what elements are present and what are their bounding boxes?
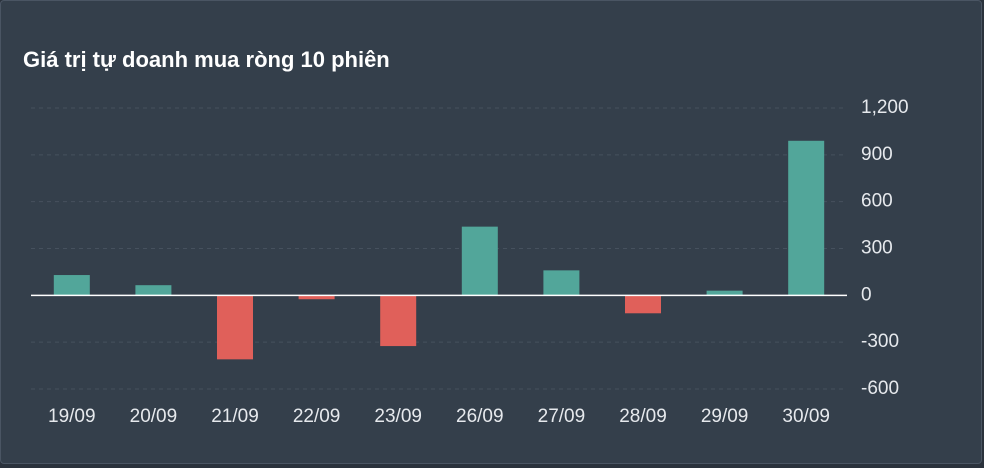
x-tick-label: 30/09 — [782, 406, 830, 427]
x-tick-label: 26/09 — [456, 406, 504, 427]
bar — [706, 290, 743, 296]
bar — [543, 270, 580, 296]
x-tick-label: 20/09 — [130, 406, 178, 427]
y-tick-label: -300 — [861, 331, 899, 352]
bar — [135, 285, 172, 296]
x-tick-label: 27/09 — [538, 406, 586, 427]
y-tick-label: 900 — [861, 144, 893, 165]
bar — [53, 275, 90, 296]
bar — [461, 226, 498, 296]
chart-title: Giá trị tự doanh mua ròng 10 phiên — [23, 47, 390, 72]
bar — [298, 295, 335, 300]
bar — [217, 295, 253, 360]
bar — [380, 295, 417, 347]
x-tick-label: 22/09 — [293, 406, 341, 427]
x-tick-label: 28/09 — [619, 406, 667, 427]
bar — [788, 140, 825, 296]
y-tick-label: 300 — [861, 238, 893, 259]
x-tick-label: 29/09 — [701, 406, 749, 427]
y-tick-label: 0 — [861, 284, 872, 305]
y-tick-label: 1,200 — [861, 97, 909, 118]
x-tick-label: 21/09 — [211, 406, 259, 427]
bar — [625, 295, 661, 314]
y-tick-label: 600 — [861, 191, 893, 212]
x-tick-label: 19/09 — [48, 406, 96, 427]
x-tick-label: 23/09 — [374, 406, 422, 427]
y-tick-label: -600 — [861, 378, 899, 399]
